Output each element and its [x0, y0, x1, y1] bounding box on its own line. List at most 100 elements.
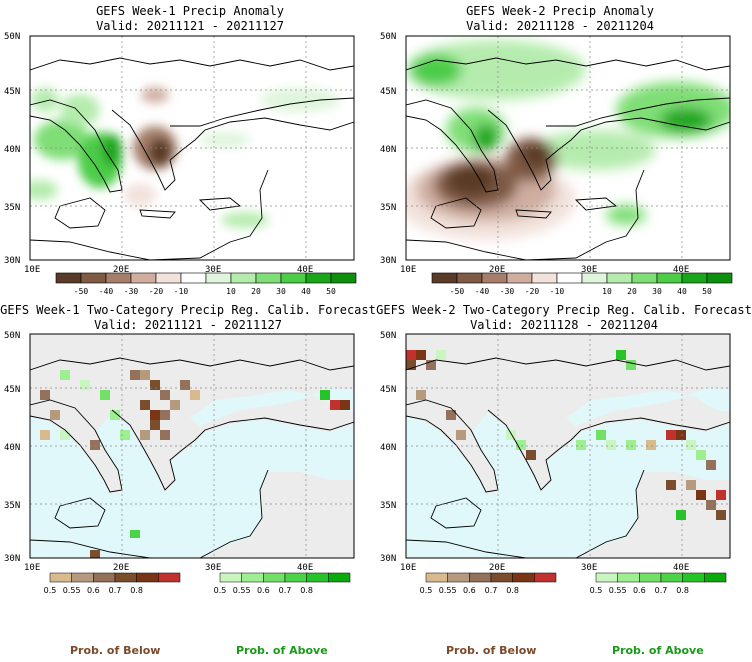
p4-xtick-40E: 40E	[673, 563, 689, 573]
panel4-valid: Valid: 20211128 - 20211204	[470, 318, 658, 332]
week1-probability-map: 50N 45N 40N 35N 30N 10E 20E 30E 40E	[4, 331, 355, 573]
pb1-label-0: 0.5	[44, 586, 57, 595]
p2-xtick-20E: 20E	[489, 265, 505, 275]
p3-xtick-20E: 20E	[113, 563, 129, 573]
pa2-swatch-4	[682, 572, 705, 583]
cb2-swatch-3	[506, 272, 533, 284]
pa2-label-1: 0.55	[609, 586, 627, 595]
week2-probability-map: 50N 45N 40N 35N 30N 10E 20E 30E 40E	[380, 331, 731, 573]
pb2-swatch-2	[469, 572, 492, 583]
week1-below-colorbar: 0.5 0.55 0.6 0.7 0.8	[44, 572, 181, 595]
pa1-swatch-1	[241, 572, 264, 583]
p3-ytick-30N: 30N	[4, 554, 20, 564]
cb2-label-9: 50	[702, 287, 712, 296]
cb2-swatch-8	[631, 272, 658, 284]
cb1-swatch-8	[255, 272, 282, 284]
p1-ytick-30N: 30N	[4, 256, 20, 266]
cb2-label-7: 30	[652, 287, 662, 296]
cb1-label-1: -40	[99, 287, 114, 296]
p1-ytick-40N: 40N	[4, 145, 20, 155]
p3-xtick-10E: 10E	[24, 563, 40, 573]
pa1-label-3: 0.7	[279, 586, 292, 595]
p1-ytick-45N: 45N	[4, 87, 20, 97]
p3-xtick-30E: 30E	[205, 563, 221, 573]
week2-prob-below-label: Prob. of Below	[446, 644, 537, 657]
cb1-label-9: 50	[326, 287, 336, 296]
cb1-swatch-5	[180, 272, 207, 284]
cb1-swatch-3	[130, 272, 157, 284]
pa1-label-2: 0.6	[257, 586, 270, 595]
pa1-swatch-3	[284, 572, 307, 583]
cb1-label-7: 30	[276, 287, 286, 296]
cb2-swatch-0	[431, 272, 458, 284]
p4-ytick-45N: 45N	[380, 385, 396, 395]
pb2-label-3: 0.7	[485, 586, 498, 595]
cb1-swatch-1	[80, 272, 107, 284]
pb1-swatch-1	[71, 572, 94, 583]
cb1-swatch-0	[55, 272, 82, 284]
pb1-swatch-3	[114, 572, 137, 583]
cb1-swatch-7	[230, 272, 257, 284]
cb2-label-8: 40	[677, 287, 687, 296]
p4-ytick-35N: 35N	[380, 501, 396, 511]
pa2-label-0: 0.5	[590, 586, 603, 595]
cb2-swatch-5	[556, 272, 583, 284]
p4-ytick-40N: 40N	[380, 443, 396, 453]
cb2-label-5: 10	[602, 287, 612, 296]
panel2-valid: Valid: 20211128 - 20211204	[466, 19, 654, 33]
cb2-swatch-2	[481, 272, 508, 284]
pb2-swatch-0	[425, 572, 448, 583]
pb2-swatch-4	[512, 572, 535, 583]
cb1-swatch-9	[280, 272, 307, 284]
p4-ytick-30N: 30N	[380, 554, 396, 564]
pa1-swatch-4	[306, 572, 329, 583]
pa2-label-4: 0.8	[676, 586, 689, 595]
p1-ytick-50N: 50N	[4, 32, 20, 42]
p4-xtick-10E: 10E	[400, 563, 416, 573]
week1-anomaly-colorbar: -50 -40 -30 -20 -10 10 20 30 40 50	[55, 272, 357, 296]
cb2-label-2: -30	[500, 287, 515, 296]
cb2-label-0: -50	[450, 287, 465, 296]
pb2-label-1: 0.55	[439, 586, 457, 595]
p3-ytick-50N: 50N	[4, 331, 20, 341]
pb1-swatch-4	[136, 572, 159, 583]
pa1-swatch-2	[263, 572, 286, 583]
week2-above-colorbar: 0.5 0.55 0.6 0.7 0.8	[590, 572, 727, 595]
pa1-swatch-0	[219, 572, 242, 583]
p2-xtick-40E: 40E	[673, 265, 689, 275]
p2-xtick-30E: 30E	[581, 265, 597, 275]
week1-anomaly-map: 50N 45N 40N 35N 30N 10E 20E 30E 40E	[4, 32, 355, 275]
pb2-swatch-1	[447, 572, 470, 583]
pa2-swatch-0	[595, 572, 618, 583]
cb2-swatch-7	[606, 272, 633, 284]
panel4-title: GEFS Week-2 Two-Category Precip Reg. Cal…	[376, 303, 752, 317]
p1-ytick-35N: 35N	[4, 203, 20, 213]
p4-xtick-30E: 30E	[581, 563, 597, 573]
cb2-label-4: -10	[550, 287, 565, 296]
p3-ytick-45N: 45N	[4, 385, 20, 395]
pa2-swatch-2	[639, 572, 662, 583]
pa2-label-2: 0.6	[633, 586, 646, 595]
pb2-swatch-3	[490, 572, 513, 583]
week1-prob-above-label: Prob. of Above	[236, 644, 328, 657]
cb1-label-6: 20	[251, 287, 261, 296]
cb2-swatch-1	[456, 272, 483, 284]
cb1-label-5: 10	[226, 287, 236, 296]
pb2-label-4: 0.8	[506, 586, 519, 595]
cb2-label-6: 20	[627, 287, 637, 296]
week2-below-colorbar: 0.5 0.55 0.6 0.7 0.8	[420, 572, 557, 595]
pb1-label-3: 0.7	[109, 586, 122, 595]
cb2-label-3: -20	[525, 287, 540, 296]
p2-ytick-45N: 45N	[380, 87, 396, 97]
pb2-label-0: 0.5	[420, 586, 433, 595]
pa2-swatch-5	[704, 572, 727, 583]
panel3-valid: Valid: 20211121 - 20211127	[94, 318, 282, 332]
pa2-swatch-1	[617, 572, 640, 583]
pa1-label-1: 0.55	[233, 586, 251, 595]
cb2-swatch-11	[706, 272, 733, 284]
pb1-swatch-0	[49, 572, 72, 583]
p3-ytick-35N: 35N	[4, 501, 20, 511]
pa1-label-0: 0.5	[214, 586, 227, 595]
week1-above-colorbar: 0.5 0.55 0.6 0.7 0.8	[214, 572, 351, 595]
cb1-label-0: -50	[74, 287, 89, 296]
